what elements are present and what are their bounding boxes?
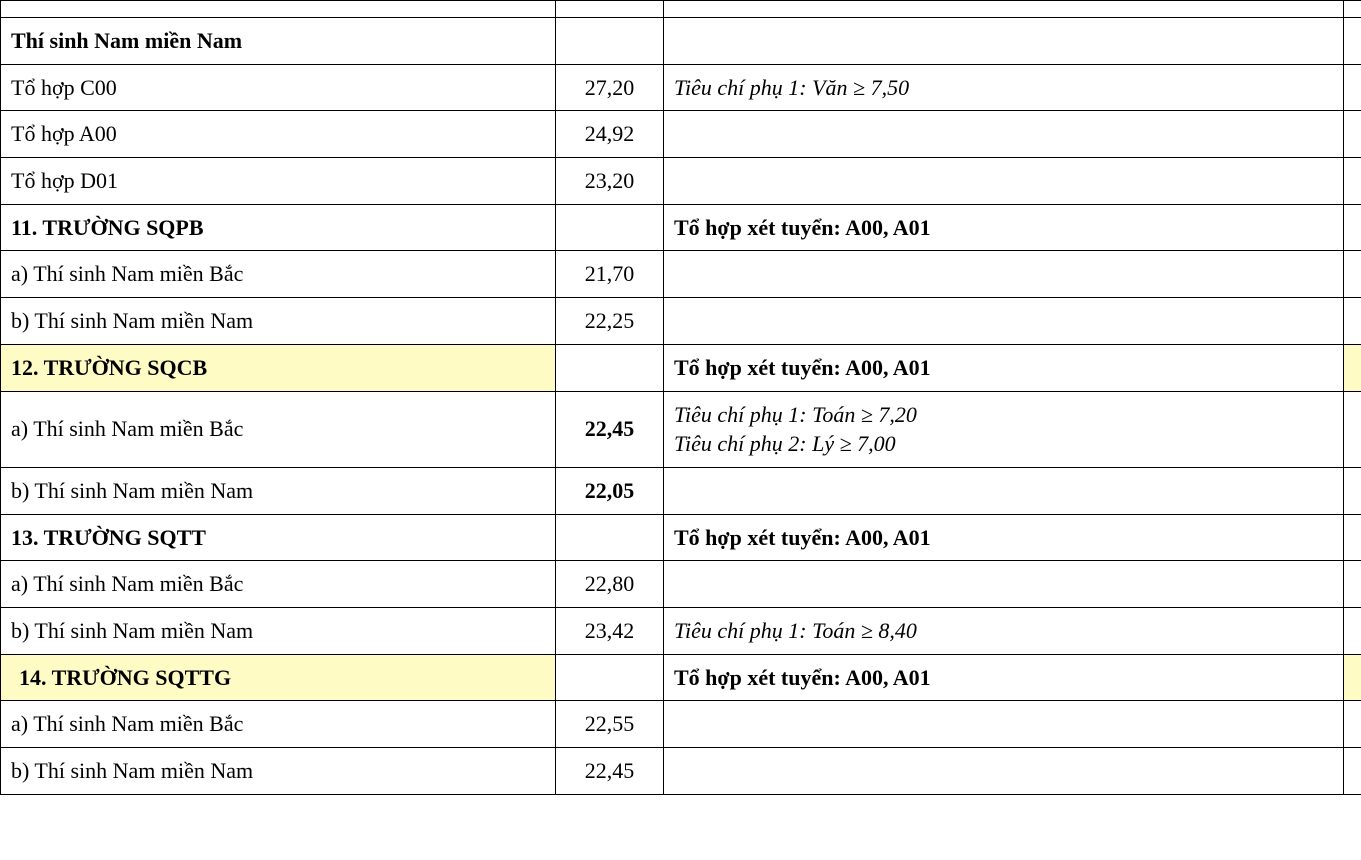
score-cell: [556, 654, 664, 701]
table-row: a) Thí sinh Nam miền Bắc22,80: [1, 561, 1361, 608]
table-row: [1, 1, 1361, 18]
criteria-cell: [664, 1, 1344, 18]
table-row: 12. TRƯỜNG SQCB Tổ hợp xét tuyển: A00, A0…: [1, 344, 1361, 391]
category-cell: Thí sinh Nam miền Nam: [1, 18, 556, 65]
criteria-cell: Tổ hợp xét tuyển: A00, A01: [664, 344, 1344, 391]
category-cell: 11. TRƯỜNG SQPB: [1, 204, 556, 251]
criteria-cell: [664, 561, 1344, 608]
spacer-cell: [1344, 607, 1361, 654]
spacer-cell: [1344, 467, 1361, 514]
table-row: a) Thí sinh Nam miền Bắc22,55: [1, 701, 1361, 748]
score-cell: 23,42: [556, 607, 664, 654]
criteria-cell: [664, 251, 1344, 298]
spacer-cell: [1344, 18, 1361, 65]
table-row: 14. TRƯỜNG SQTTG Tổ hợp xét tuyển: A00, A…: [1, 654, 1361, 701]
spacer-cell: [1344, 1, 1361, 18]
criteria-cell: Tổ hợp xét tuyển: A00, A01: [664, 514, 1344, 561]
score-cell: [556, 18, 664, 65]
spacer-cell: [1344, 64, 1361, 111]
spacer-cell: [1344, 251, 1361, 298]
table-row: 11. TRƯỜNG SQPB Tổ hợp xét tuyển: A00, A0…: [1, 204, 1361, 251]
table-row: a) Thí sinh Nam miền Bắc21,70: [1, 251, 1361, 298]
category-cell: a) Thí sinh Nam miền Bắc: [1, 701, 556, 748]
spacer-cell: [1344, 701, 1361, 748]
score-cell: [556, 344, 664, 391]
score-cell: 22,80: [556, 561, 664, 608]
criteria-cell: Tiêu chí phụ 1: Toán ≥ 8,40: [664, 607, 1344, 654]
table-row: b) Thí sinh Nam miền Nam22,05: [1, 467, 1361, 514]
spacer-cell: [1344, 158, 1361, 205]
criteria-line: Tiêu chí phụ 2: Lý ≥ 7,00: [674, 429, 1333, 459]
criteria-cell: Tổ hợp xét tuyển: A00, A01: [664, 204, 1344, 251]
table-row: b) Thí sinh Nam miền Nam22,45: [1, 748, 1361, 795]
score-cell: [556, 514, 664, 561]
category-cell: a) Thí sinh Nam miền Bắc: [1, 251, 556, 298]
category-cell: a) Thí sinh Nam miền Bắc: [1, 561, 556, 608]
spacer-cell: [1344, 391, 1361, 467]
score-cell: 24,92: [556, 111, 664, 158]
category-cell: a) Thí sinh Nam miền Bắc: [1, 391, 556, 467]
category-cell: Tổ hợp A00: [1, 111, 556, 158]
spacer-cell: [1344, 748, 1361, 795]
category-cell: b) Thí sinh Nam miền Nam: [1, 298, 556, 345]
spacer-cell: [1344, 298, 1361, 345]
criteria-cell: Tiêu chí phụ 1: Văn ≥ 7,50: [664, 64, 1344, 111]
score-cell: 22,45: [556, 391, 664, 467]
category-cell: b) Thí sinh Nam miền Nam: [1, 748, 556, 795]
table-row: Tổ hợp D0123,20: [1, 158, 1361, 205]
spacer-cell: [1344, 561, 1361, 608]
table-row: b) Thí sinh Nam miền Nam22,25: [1, 298, 1361, 345]
score-cell: 27,20: [556, 64, 664, 111]
table-row: 13. TRƯỜNG SQTT Tổ hợp xét tuyển: A00, A0…: [1, 514, 1361, 561]
category-cell: Tổ hợp C00: [1, 64, 556, 111]
criteria-cell: [664, 467, 1344, 514]
score-cell: 22,55: [556, 701, 664, 748]
criteria-cell: [664, 111, 1344, 158]
criteria-cell: [664, 158, 1344, 205]
criteria-cell: [664, 18, 1344, 65]
criteria-line: Tiêu chí phụ 1: Toán ≥ 7,20: [674, 400, 1333, 430]
spacer-cell: [1344, 514, 1361, 561]
criteria-cell: Tổ hợp xét tuyển: A00, A01: [664, 654, 1344, 701]
table-row: Thí sinh Nam miền Nam: [1, 18, 1361, 65]
score-cell: 22,25: [556, 298, 664, 345]
score-cell: 21,70: [556, 251, 664, 298]
score-cell: [556, 1, 664, 18]
spacer-cell: [1344, 344, 1361, 391]
score-cell: 23,20: [556, 158, 664, 205]
table-row: a) Thí sinh Nam miền Bắc22,45Tiêu chí ph…: [1, 391, 1361, 467]
score-cell: 22,45: [556, 748, 664, 795]
category-cell: [1, 1, 556, 18]
criteria-cell: [664, 701, 1344, 748]
spacer-cell: [1344, 654, 1361, 701]
criteria-cell: [664, 298, 1344, 345]
category-cell: Tổ hợp D01: [1, 158, 556, 205]
category-cell: 12. TRƯỜNG SQCB: [1, 344, 556, 391]
criteria-cell: Tiêu chí phụ 1: Toán ≥ 7,20Tiêu chí phụ …: [664, 391, 1344, 467]
category-cell: 13. TRƯỜNG SQTT: [1, 514, 556, 561]
spacer-cell: [1344, 204, 1361, 251]
admission-scores-table: Thí sinh Nam miền NamTổ hợp C0027,20Tiêu…: [0, 0, 1361, 795]
score-cell: 22,05: [556, 467, 664, 514]
table-row: Tổ hợp C0027,20Tiêu chí phụ 1: Văn ≥ 7,5…: [1, 64, 1361, 111]
table-row: b) Thí sinh Nam miền Nam23,42Tiêu chí ph…: [1, 607, 1361, 654]
category-cell: b) Thí sinh Nam miền Nam: [1, 607, 556, 654]
criteria-cell: [664, 748, 1344, 795]
table-row: Tổ hợp A0024,92: [1, 111, 1361, 158]
score-cell: [556, 204, 664, 251]
category-cell: 14. TRƯỜNG SQTTG: [1, 654, 556, 701]
category-cell: b) Thí sinh Nam miền Nam: [1, 467, 556, 514]
spacer-cell: [1344, 111, 1361, 158]
